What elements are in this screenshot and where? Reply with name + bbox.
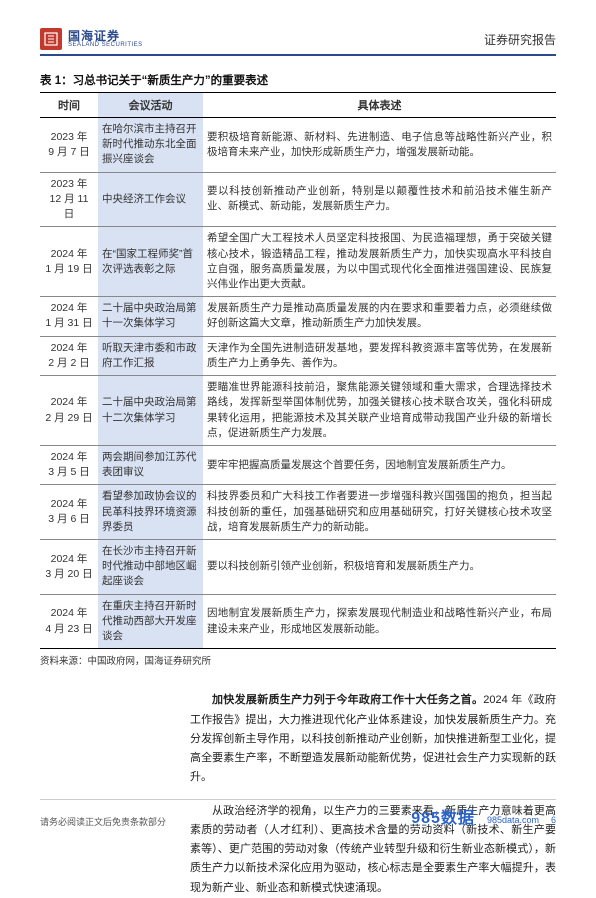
logo-text-cn: 国海证券 <box>68 30 143 42</box>
page-footer: 请务必阅读正文后免责条款部分 985数据 985data.com 6 <box>40 799 556 828</box>
table-row: 2024 年3 月 6 日看望参加政协会议的民革科技界环境资源界委员科技界委员和… <box>40 485 556 540</box>
body-text: 加快发展新质生产力列于今年政府工作十大任务之首。2024 年《政府工作报告》提出… <box>190 691 556 898</box>
page-number: 6 <box>551 815 556 825</box>
cell-date: 2024 年1 月 19 日 <box>40 227 98 297</box>
statements-table: 时间 会议活动 具体表述 2023 年9 月 7 日在哈尔滨市主持召开新时代推动… <box>40 92 556 649</box>
p1-rest: 2024 年《政府工作报告》提出，大力推进现代化产业体系建设，加快发展新质生产力… <box>190 694 556 783</box>
logo-text-en: SEALAND SECURITIES <box>68 42 143 48</box>
cell-event: 中央经济工作会议 <box>98 172 203 227</box>
cell-event: 二十届中央政治局第十二次集体学习 <box>98 376 203 446</box>
header-report-type: 证券研究报告 <box>484 31 556 48</box>
cell-event: 二十届中央政治局第十一次集体学习 <box>98 297 203 336</box>
cell-date: 2024 年4 月 23 日 <box>40 594 98 649</box>
cell-event: 听取天津市委和市政府工作汇报 <box>98 336 203 375</box>
table-row: 2024 年3 月 5 日两会期间参加江苏代表团审议要牢牢把握高质量发展这个首要… <box>40 445 556 484</box>
page-header: 国海证券 SEALAND SECURITIES 证券研究报告 <box>40 28 556 56</box>
table-row: 2024 年2 月 29 日二十届中央政治局第十二次集体学习要瞄准世界能源科技前… <box>40 376 556 446</box>
cell-desc: 发展新质生产力是推动高质量发展的内在要求和重要着力点，必须继续做好创新这篇大文章… <box>203 297 556 336</box>
cell-date: 2024 年3 月 5 日 <box>40 445 98 484</box>
table-row: 2024 年1 月 31 日二十届中央政治局第十一次集体学习发展新质生产力是推动… <box>40 297 556 336</box>
cell-desc: 希望全国广大工程技术人员坚定科技报国、为民造福理想，勇于突破关键核心技术，锻造精… <box>203 227 556 297</box>
table-row: 2023 年9 月 7 日在哈尔滨市主持召开新时代推动东北全面振兴座谈会要积极培… <box>40 118 556 173</box>
watermark-main: 985数据 <box>411 804 475 828</box>
cell-desc: 要牢牢把握高质量发展这个首要任务，因地制宜发展新质生产力。 <box>203 445 556 484</box>
p1-bold: 加快发展新质生产力列于今年政府工作十大任务之首。 <box>212 694 483 706</box>
cell-event: 在“国家工程师奖”首次评选表彰之际 <box>98 227 203 297</box>
cell-date: 2024 年2 月 2 日 <box>40 336 98 375</box>
cell-date: 2023 年9 月 7 日 <box>40 118 98 173</box>
cell-event: 在长沙市主持召开新时代推动中部地区崛起座谈会 <box>98 540 203 595</box>
cell-event: 两会期间参加江苏代表团审议 <box>98 445 203 484</box>
cell-desc: 要瞄准世界能源科技前沿，聚焦能源关键领域和重大需求，合理选择技术路线，发挥新型举… <box>203 376 556 446</box>
cell-date: 2024 年3 月 20 日 <box>40 540 98 595</box>
cell-date: 2024 年2 月 29 日 <box>40 376 98 446</box>
cell-date: 2024 年3 月 6 日 <box>40 485 98 540</box>
cell-desc: 科技界委员和广大科技工作者要进一步增强科教兴国强国的抱负，担当起科技创新的重任，… <box>203 485 556 540</box>
table-title: 表 1：习总书记关于“新质生产力”的重要表述 <box>40 72 556 88</box>
footer-disclaimer: 请务必阅读正文后免责条款部分 <box>40 815 166 828</box>
cell-date: 2024 年1 月 31 日 <box>40 297 98 336</box>
table-row: 2024 年4 月 23 日在重庆主持召开新时代推动西部大开发座谈会因地制宜发展… <box>40 594 556 649</box>
table-row: 2024 年2 月 2 日听取天津市委和市政府工作汇报天津作为全国先进制造研发基… <box>40 336 556 375</box>
table-source: 资料来源：中国政府网，国海证券研究所 <box>40 653 556 667</box>
watermark-sub: 985data.com <box>487 815 539 825</box>
table-row: 2023 年12 月 11 日中央经济工作会议要以科技创新推动产业创新，特别是以… <box>40 172 556 227</box>
col-header-date: 时间 <box>40 93 98 118</box>
col-header-event: 会议活动 <box>98 93 203 118</box>
col-header-desc: 具体表述 <box>203 93 556 118</box>
cell-desc: 要积极培育新能源、新材料、先进制造、电子信息等战略性新兴产业，积极培育未来产业，… <box>203 118 556 173</box>
cell-desc: 天津作为全国先进制造研发基地，要发挥科教资源丰富等优势，在发展新质生产力上勇争先… <box>203 336 556 375</box>
paragraph-1: 加快发展新质生产力列于今年政府工作十大任务之首。2024 年《政府工作报告》提出… <box>190 691 556 787</box>
cell-event: 在哈尔滨市主持召开新时代推动东北全面振兴座谈会 <box>98 118 203 173</box>
table-row: 2024 年1 月 19 日在“国家工程师奖”首次评选表彰之际希望全国广大工程技… <box>40 227 556 297</box>
logo-icon <box>40 28 62 50</box>
table-row: 2024 年3 月 20 日在长沙市主持召开新时代推动中部地区崛起座谈会要以科技… <box>40 540 556 595</box>
brand-logo: 国海证券 SEALAND SECURITIES <box>40 28 143 50</box>
cell-desc: 因地制宜发展新质生产力，探索发展现代制造业和战略性新兴产业，布局建设未来产业，形… <box>203 594 556 649</box>
cell-event: 看望参加政协会议的民革科技界环境资源界委员 <box>98 485 203 540</box>
cell-date: 2023 年12 月 11 日 <box>40 172 98 227</box>
cell-desc: 要以科技创新推动产业创新，特别是以颠覆性技术和前沿技术催生新产业、新模式、新动能… <box>203 172 556 227</box>
cell-desc: 要以科技创新引领产业创新，积极培育和发展新质生产力。 <box>203 540 556 595</box>
cell-event: 在重庆主持召开新时代推动西部大开发座谈会 <box>98 594 203 649</box>
